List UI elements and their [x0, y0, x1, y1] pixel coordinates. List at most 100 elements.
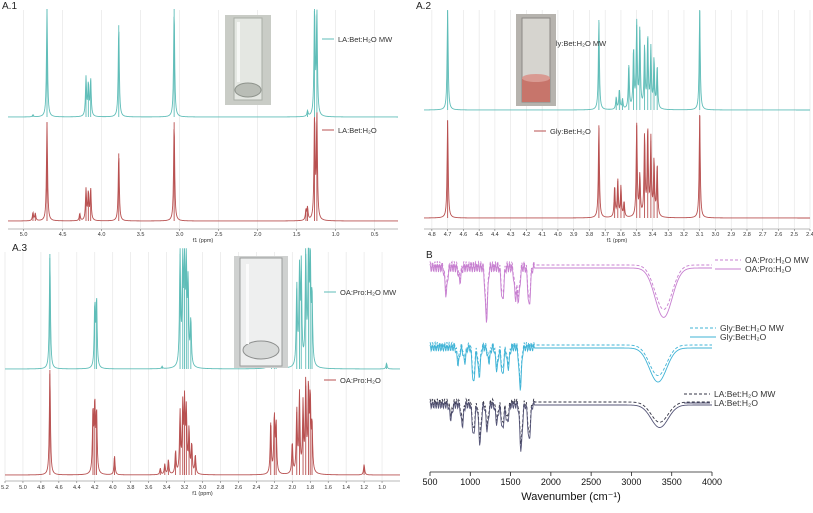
x-tick-label: 3.9	[570, 232, 578, 238]
series-line	[429, 262, 712, 323]
legend-label: Gly:Bet:H₂O	[720, 332, 767, 342]
legend-label: LA:Bet:H₂O	[338, 126, 377, 135]
series-line	[429, 401, 712, 452]
x-tick-label: 0.5	[371, 232, 379, 238]
x-tick-label: 4.5	[59, 232, 67, 238]
x-tick-label: 2.0	[288, 485, 296, 491]
series-line	[429, 397, 712, 445]
x-axis-label: Wavenumber (cm⁻¹)	[521, 491, 621, 503]
x-tick-label: 4.5	[475, 232, 483, 238]
legend-label: OA:Pro:H₂O	[745, 264, 792, 274]
x-tick-label: 3.8	[586, 232, 594, 238]
x-tick-label: 4.6	[460, 232, 468, 238]
x-tick-label: 4.0	[98, 232, 106, 238]
x-tick-label: 1.5	[293, 232, 301, 238]
x-tick-label: 4.2	[523, 232, 531, 238]
x-tick-label: 4.4	[73, 485, 81, 491]
x-tick-label: 5.2	[1, 485, 9, 491]
x-tick-label: 3.1	[696, 232, 704, 238]
x-tick-label: 2.8	[217, 485, 225, 491]
series-line	[8, 8, 398, 118]
legend-label: OA:Pro:H₂O MW	[745, 255, 809, 265]
x-tick-label: 2500	[581, 477, 601, 487]
series-line	[5, 373, 400, 476]
x-axis-label: f1 (ppm)	[607, 238, 628, 244]
legend-label: Gly:Bet:H₂O MW	[720, 323, 784, 333]
panel-label-b: B	[426, 250, 433, 261]
panel-label-a1: A.1	[2, 1, 17, 12]
x-tick-label: 3.7	[601, 232, 609, 238]
series-line	[423, 115, 810, 219]
x-tick-label: 4.6	[55, 485, 63, 491]
x-tick-label: 4.8	[37, 485, 45, 491]
x-tick-label: 4.8	[428, 232, 436, 238]
series-line	[423, 10, 810, 111]
series-line	[429, 340, 712, 384]
x-tick-label: 4.2	[91, 485, 99, 491]
panel-a1: A.1 5.0 4.5 4.0 3.5 3.0 2.5 2.0 1.5 1.0 0.5 f1 (pp…	[2, 1, 399, 244]
x-tick-label: 2.6	[235, 485, 243, 491]
x-tick-label: 3.5	[137, 232, 145, 238]
chart-plot-a1: 5.0 4.5 4.0 3.5 3.0 2.5 2.0 1.5 1.0 0.5 f1 (ppm) LA…	[7, 8, 399, 244]
legend-label: Gly:Bet:H₂O MW	[550, 39, 607, 48]
x-tick-label: 3.4	[163, 485, 171, 491]
panel-b: B 500 1000 1500 2000 2500 3000 3500 4000 Wavenum…	[422, 250, 808, 503]
x-tick-label: 5.0	[19, 485, 27, 491]
x-tick-label: 2.4	[806, 232, 813, 238]
x-tick-label: 500	[422, 477, 437, 487]
vial-photo-a3	[234, 256, 288, 368]
series-line	[429, 260, 712, 315]
x-tick-label: 4000	[702, 477, 722, 487]
x-tick-label: 1.4	[342, 485, 350, 491]
x-tick-label: 3.0	[176, 232, 184, 238]
chart-plot-a2: 4.8 4.7 4.6 4.5 4.4 4.3 4.2 4.1 4.0 3.9 3.8 3.7 3.6 3…	[423, 10, 813, 244]
x-tick-label: 2.6	[775, 232, 783, 238]
vial-photo-a1	[225, 15, 271, 105]
x-axis-label: f1 (ppm)	[193, 238, 214, 244]
x-tick-label: 1500	[501, 477, 521, 487]
series-line	[7, 112, 399, 222]
x-tick-label: 3.2	[181, 485, 189, 491]
legend-label: LA:Bet:H₂O MW	[714, 389, 775, 399]
x-tick-label: 4.1	[538, 232, 546, 238]
x-tick-label: 3.2	[680, 232, 688, 238]
x-tick-label: 3.0	[712, 232, 720, 238]
x-tick-label: 3.8	[127, 485, 135, 491]
x-tick-label: 2000	[541, 477, 561, 487]
x-tick-label: 3.5	[633, 232, 641, 238]
x-tick-label: 2.2	[270, 485, 278, 491]
legend-label: LA:Bet:H₂O	[714, 398, 758, 408]
x-tick-label: 2.4	[253, 485, 261, 491]
x-tick-label: 4.4	[491, 232, 499, 238]
x-tick-label: 1.8	[306, 485, 314, 491]
panel-a3: A.3 5.2 5.0 4.8 4.6 4.4 4.2 4.0 3.8 3.6 3.4 3.2 3.0…	[1, 243, 400, 497]
series-line	[5, 247, 400, 370]
x-tick-label: 3.6	[617, 232, 625, 238]
x-tick-label: 2.5	[790, 232, 798, 238]
x-axis-label: f1 (ppm)	[192, 491, 213, 497]
chart-plot-a3: 5.2 5.0 4.8 4.6 4.4 4.2 4.0 3.8 3.6 3.4 3.2 3.0 2.8 2…	[1, 247, 400, 497]
x-tick-label: 3.4	[649, 232, 657, 238]
x-tick-label: 4.0	[109, 485, 117, 491]
x-tick-label: 3000	[621, 477, 641, 487]
x-tick-label: 4.0	[554, 232, 562, 238]
x-tick-label: 3.6	[145, 485, 153, 491]
panel-a2: A.2 4.8 4.7 4.6 4.5 4.4 4.3 4.2 4.1 4.0 3.9 3.8 3.7…	[416, 1, 813, 244]
legend-label: OA:Pro:H₂O MW	[340, 288, 397, 297]
x-tick-label: 1.0	[332, 232, 340, 238]
x-tick-label: 4.3	[507, 232, 515, 238]
x-tick-label: 2.5	[215, 232, 223, 238]
legend-label: LA:Bet:H₂O MW	[338, 35, 393, 44]
x-tick-label: 3.0	[199, 485, 207, 491]
x-tick-label: 4.7	[444, 232, 452, 238]
x-tick-label: 5.0	[20, 232, 28, 238]
legend-label: Gly:Bet:H₂O	[550, 127, 591, 136]
x-tick-label: 2.7	[759, 232, 767, 238]
x-tick-label: 1.0	[378, 485, 386, 491]
x-tick-label: 1000	[460, 477, 480, 487]
x-tick-label: 3500	[662, 477, 682, 487]
x-tick-label: 3.3	[664, 232, 672, 238]
x-tick-label: 2.0	[254, 232, 262, 238]
x-tick-label: 1.2	[360, 485, 368, 491]
